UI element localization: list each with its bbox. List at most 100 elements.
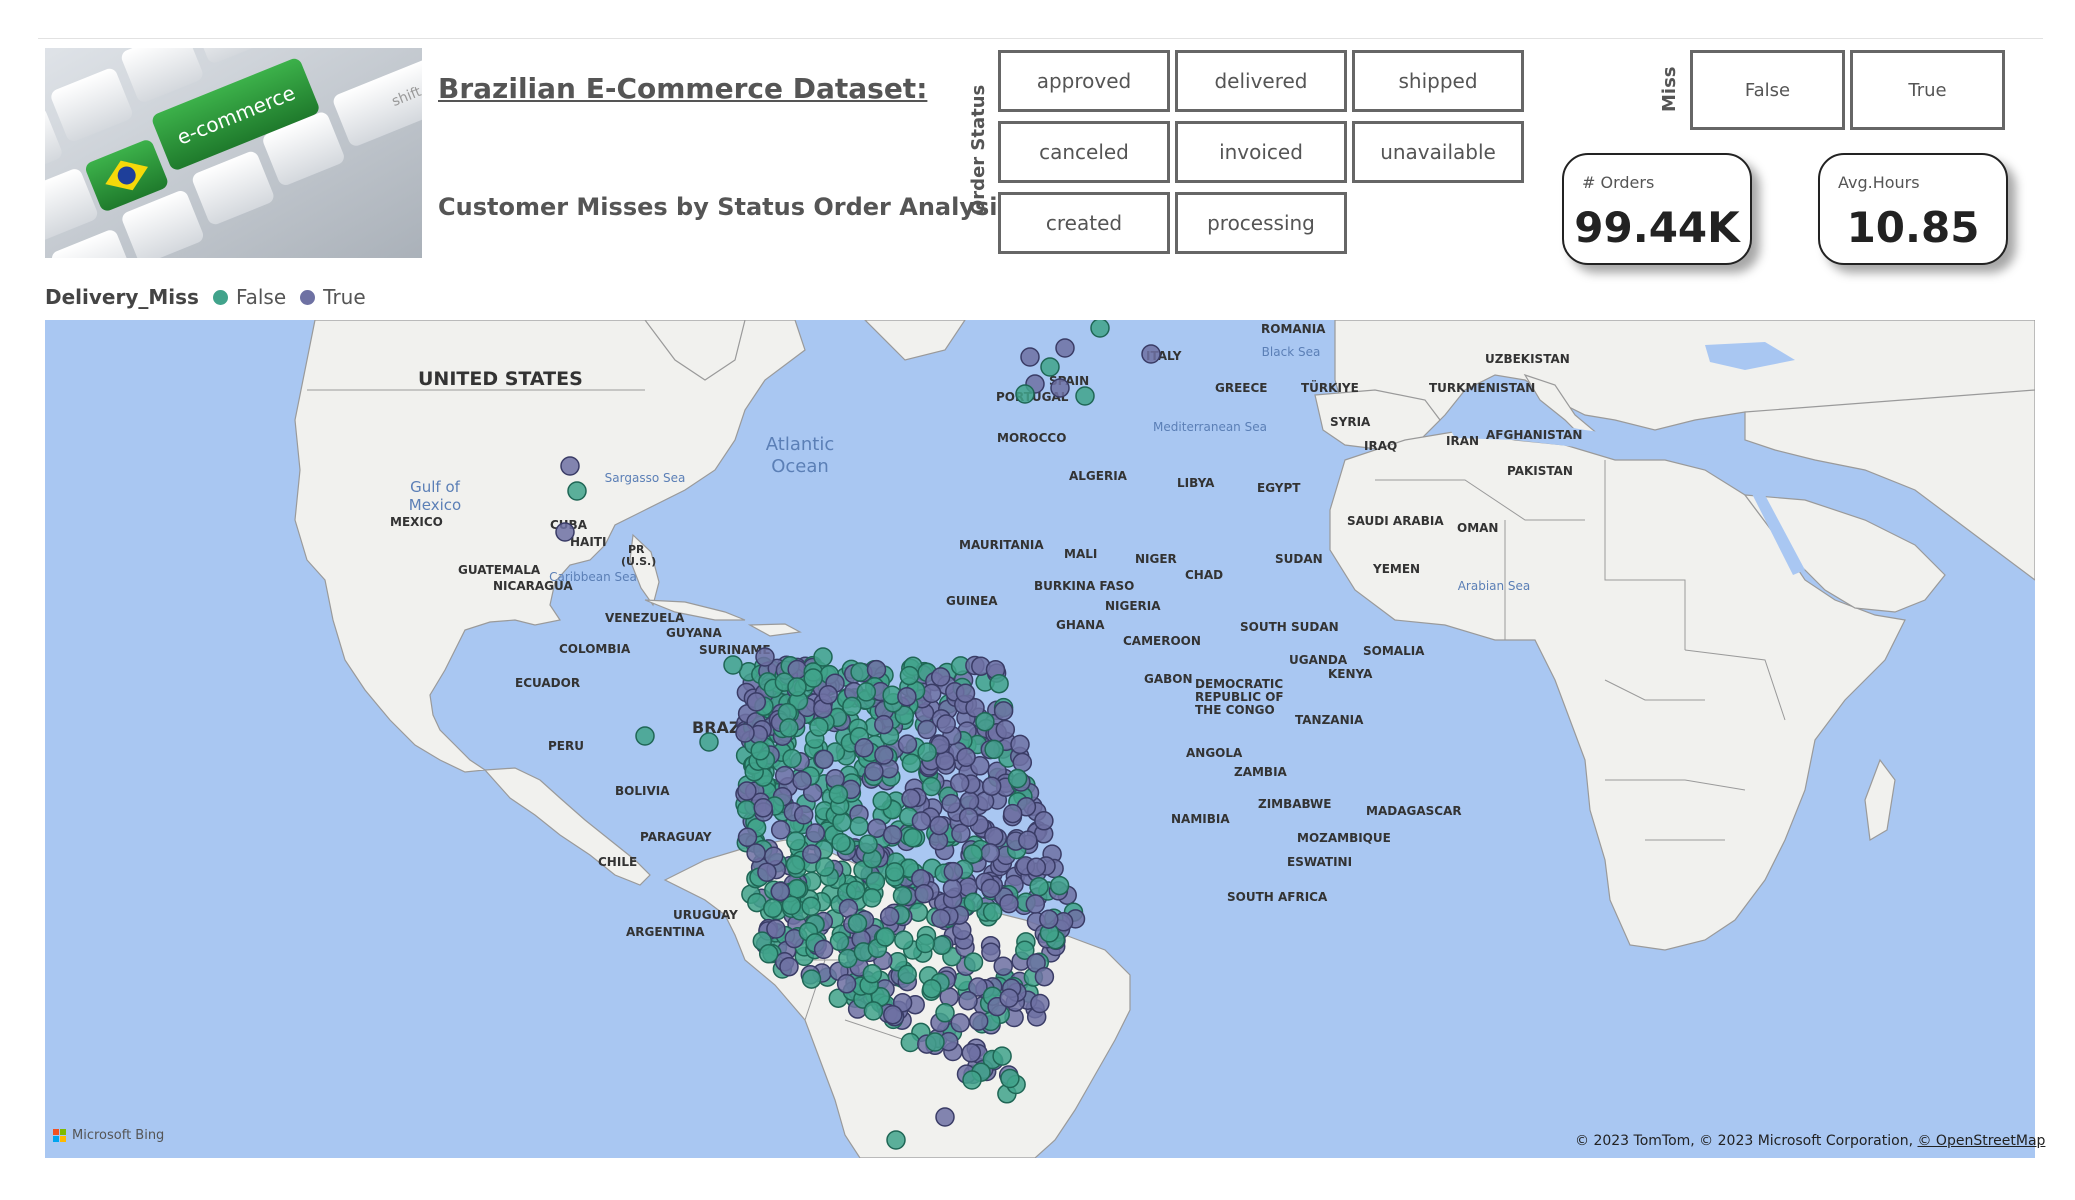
miss-true-point[interactable]	[1026, 857, 1047, 877]
miss-true-point[interactable]	[854, 738, 874, 758]
miss-false-point[interactable]	[1090, 320, 1110, 338]
miss-true-point[interactable]	[993, 956, 1013, 976]
miss-false-point[interactable]	[832, 812, 852, 833]
miss-false-point[interactable]	[635, 726, 655, 746]
miss-false-point[interactable]	[828, 784, 849, 805]
miss-false-point[interactable]	[921, 776, 942, 797]
miss-true-point[interactable]	[879, 906, 900, 927]
miss-true-point[interactable]	[980, 878, 1001, 899]
miss-true-point[interactable]	[770, 881, 791, 902]
miss-true-point[interactable]	[950, 1013, 970, 1033]
miss-false-point[interactable]	[962, 1070, 982, 1090]
miss-true-point[interactable]	[901, 788, 921, 809]
miss-false-button[interactable]: False	[1690, 50, 1845, 130]
miss-false-point[interactable]	[915, 933, 935, 954]
miss-true-point[interactable]	[981, 942, 1001, 963]
miss-true-button[interactable]: True	[1850, 50, 2005, 130]
miss-false-point[interactable]	[847, 913, 868, 934]
miss-false-point[interactable]	[931, 935, 952, 956]
miss-true-point[interactable]	[1012, 752, 1033, 773]
miss-true-point[interactable]	[956, 747, 976, 768]
miss-false-point[interactable]	[894, 930, 914, 950]
miss-false-point[interactable]	[809, 717, 829, 737]
miss-true-point[interactable]	[874, 745, 894, 765]
miss-true-point[interactable]	[1025, 894, 1046, 914]
miss-true-point[interactable]	[770, 820, 791, 840]
miss-true-point[interactable]	[1030, 993, 1050, 1014]
miss-true-point[interactable]	[958, 807, 979, 827]
miss-false-point[interactable]	[1040, 357, 1060, 377]
miss-true-point[interactable]	[737, 827, 758, 848]
miss-false-point[interactable]	[829, 931, 850, 952]
miss-true-point[interactable]	[943, 861, 964, 882]
miss-false-point[interactable]	[803, 668, 823, 688]
miss-false-point[interactable]	[856, 682, 877, 702]
miss-false-point[interactable]	[897, 964, 917, 985]
miss-true-point[interactable]	[929, 815, 949, 836]
miss-false-point[interactable]	[862, 888, 882, 908]
miss-true-point[interactable]	[805, 823, 826, 843]
miss-false-point[interactable]	[567, 481, 587, 501]
miss-false-point[interactable]	[1015, 940, 1035, 960]
miss-true-point[interactable]	[951, 823, 971, 844]
miss-false-point[interactable]	[785, 855, 806, 875]
miss-false-point[interactable]	[842, 696, 862, 717]
miss-true-point[interactable]	[874, 714, 894, 735]
miss-false-point[interactable]	[900, 1032, 921, 1053]
miss-false-point[interactable]	[849, 816, 869, 837]
miss-false-point[interactable]	[963, 952, 984, 972]
miss-true-point[interactable]	[1039, 909, 1059, 929]
miss-true-point[interactable]	[1050, 378, 1070, 398]
miss-true-point[interactable]	[1034, 966, 1055, 987]
miss-true-point[interactable]	[917, 719, 937, 740]
miss-false-point[interactable]	[779, 718, 799, 738]
miss-true-point[interactable]	[779, 956, 799, 977]
miss-false-point[interactable]	[736, 800, 757, 820]
miss-true-point[interactable]	[993, 701, 1014, 721]
openstreetmap-link[interactable]: © OpenStreetMap	[1917, 1133, 2046, 1149]
miss-true-point[interactable]	[959, 791, 980, 811]
miss-false-point[interactable]	[963, 844, 983, 864]
miss-true-point[interactable]	[1034, 811, 1054, 831]
miss-false-point[interactable]	[858, 834, 878, 854]
status-shipped-button[interactable]: shipped	[1352, 50, 1524, 112]
miss-true-point[interactable]	[941, 793, 961, 814]
miss-true-point[interactable]	[984, 826, 1004, 846]
miss-false-point[interactable]	[786, 831, 806, 851]
miss-false-point[interactable]	[917, 742, 937, 762]
legend-false-label[interactable]: False	[235, 285, 287, 309]
miss-false-point[interactable]	[989, 673, 1009, 694]
miss-true-point[interactable]	[897, 734, 918, 754]
miss-true-point[interactable]	[914, 883, 934, 904]
miss-true-point[interactable]	[968, 1011, 989, 1031]
miss-false-point[interactable]	[899, 665, 920, 686]
miss-true-point[interactable]	[936, 714, 956, 734]
miss-true-point[interactable]	[961, 1043, 982, 1063]
miss-false-point[interactable]	[925, 1032, 945, 1052]
miss-false-point[interactable]	[863, 1001, 884, 1021]
miss-true-point[interactable]	[866, 659, 887, 680]
delivery-miss-map[interactable]: UNITED STATESMEXICOCUBAHAITIPR(U.S.)GUAT…	[45, 320, 2035, 1158]
miss-true-point[interactable]	[814, 749, 834, 770]
status-unavailable-button[interactable]: unavailable	[1352, 121, 1524, 183]
miss-true-point[interactable]	[897, 686, 917, 707]
miss-true-point[interactable]	[981, 776, 1002, 796]
miss-true-point[interactable]	[813, 939, 834, 960]
status-created-button[interactable]: created	[998, 192, 1170, 254]
miss-false-point[interactable]	[781, 895, 802, 916]
miss-false-point[interactable]	[975, 711, 995, 732]
miss-true-point[interactable]	[995, 719, 1016, 740]
miss-true-point[interactable]	[1002, 803, 1023, 824]
miss-true-point[interactable]	[883, 1004, 903, 1025]
miss-true-point[interactable]	[935, 1107, 955, 1127]
miss-false-point[interactable]	[894, 705, 915, 726]
miss-true-point[interactable]	[999, 893, 1019, 914]
miss-true-point[interactable]	[935, 750, 955, 771]
miss-false-point[interactable]	[902, 828, 923, 848]
miss-false-point[interactable]	[922, 978, 942, 999]
miss-false-point[interactable]	[758, 944, 779, 964]
miss-true-point[interactable]	[746, 692, 767, 712]
miss-false-point[interactable]	[850, 662, 870, 682]
miss-false-point[interactable]	[801, 969, 822, 989]
miss-true-point[interactable]	[1018, 830, 1038, 850]
